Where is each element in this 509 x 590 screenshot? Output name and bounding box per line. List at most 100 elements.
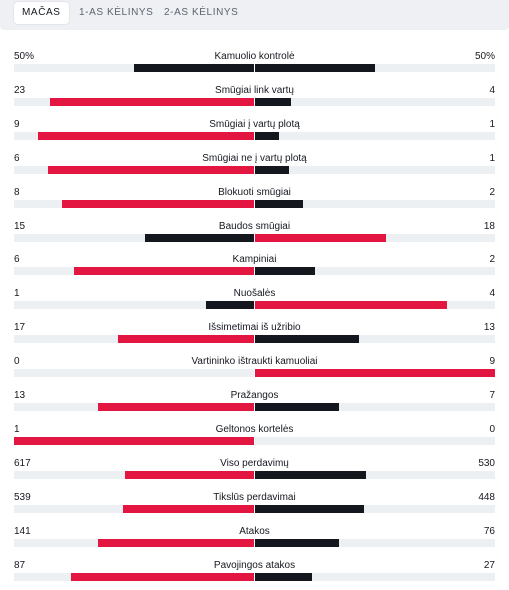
away-bar-fill: [255, 267, 315, 276]
stat-row: 617 Viso perdavimų 530: [14, 458, 495, 482]
stat-home-value: 141: [14, 525, 31, 537]
away-bar-track: [255, 165, 495, 174]
stat-home-value: 539: [14, 491, 31, 503]
away-bar-track: [255, 572, 495, 581]
stat-home-value: 9: [14, 118, 20, 130]
bar-divider: [254, 267, 255, 276]
stat-row: 50% Kamuolio kontrolė 50%: [14, 51, 495, 75]
stat-home-value: 23: [14, 84, 26, 96]
stat-away-value: 2: [489, 254, 495, 266]
stat-row: 17 Išsimetimai iš užribio 13: [14, 322, 495, 346]
bar-divider: [254, 470, 255, 479]
stat-row: 1 Geltonos kortelės 0: [14, 424, 495, 448]
home-bar-fill: [124, 470, 254, 479]
away-bar-track: [255, 233, 495, 242]
bar-divider: [254, 233, 255, 242]
stat-away-value: 1: [489, 118, 495, 130]
stat-home-value: 15: [14, 220, 26, 232]
stat-name: Geltonos kortelės: [215, 423, 294, 435]
away-bar-track: [255, 97, 495, 106]
tab-second-half[interactable]: 2-as kėlinys: [164, 7, 239, 18]
away-bar-fill: [255, 97, 291, 106]
home-bar-track: [14, 403, 254, 411]
stat-name: Viso perdavimų: [220, 457, 289, 469]
home-bar-fill: [98, 403, 254, 411]
home-bar-fill: [62, 199, 254, 208]
home-bar-fill: [70, 572, 254, 581]
stat-home-value: 8: [14, 186, 20, 198]
home-bar-track: [14, 301, 254, 310]
stat-row: 23 Smūgiai link vartų 4: [14, 85, 495, 109]
away-bar-track: [255, 403, 495, 411]
bar-divider: [254, 97, 255, 106]
stat-name: Atakos: [239, 525, 270, 537]
stat-name: Pražangos: [230, 390, 279, 401]
stat-away-value: 4: [489, 288, 495, 300]
away-bar-fill: [255, 403, 339, 411]
stat-row: 9 Smūgiai į vartų plotą 1: [14, 119, 495, 143]
stat-away-value: 9: [489, 356, 495, 368]
stat-row: 539 Tikslūs perdavimai 448: [14, 492, 495, 516]
home-bar-track: [14, 97, 254, 106]
home-bar-track: [14, 267, 254, 276]
home-bar-fill: [49, 97, 254, 106]
home-bar-fill: [118, 335, 254, 344]
stat-row: 0 Vartininko ištraukti kamuoliai 9: [14, 356, 495, 380]
home-bar-fill: [144, 233, 254, 242]
stat-away-value: 50%: [474, 51, 495, 62]
away-bar-fill: [255, 64, 375, 72]
stat-away-value: 18: [483, 220, 495, 232]
stat-away-value: 4: [489, 84, 495, 96]
stat-name: Vartininko ištraukti kamuoliai: [191, 356, 318, 368]
stat-name: Pavojingos atakos: [213, 559, 296, 571]
bar-divider: [254, 165, 255, 174]
period-tabbar: Mačas 1-as kėlinys 2-as kėlinys: [0, 0, 509, 30]
stat-name: Kamuolio kontrolė: [214, 51, 295, 62]
home-bar-track: [14, 538, 254, 547]
away-bar-fill: [255, 301, 447, 310]
stat-away-value: 2: [489, 186, 495, 198]
bar-divider: [254, 369, 255, 378]
stat-away-value: 0: [489, 423, 495, 435]
away-bar-fill: [255, 165, 290, 174]
stat-home-value: 1: [14, 288, 20, 300]
stat-name: Smūgiai link vartų: [215, 84, 294, 96]
bar-divider: [254, 335, 255, 344]
stat-away-value: 76: [483, 525, 495, 537]
home-bar-fill: [206, 301, 254, 310]
tab-first-half[interactable]: 1-as kėlinys: [79, 7, 154, 18]
bar-divider: [254, 199, 255, 208]
stat-home-value: 0: [14, 356, 20, 368]
home-bar-fill: [98, 538, 254, 547]
stat-row: 15 Baudos smūgiai 18: [14, 221, 495, 245]
stat-home-value: 87: [14, 559, 26, 571]
home-bar-fill: [134, 64, 254, 72]
stat-row: 13 Pražangos 7: [14, 390, 495, 414]
home-bar-track: [14, 504, 254, 513]
stat-name: Išsimetimai iš užribio: [208, 322, 301, 334]
stat-name: Baudos smūgiai: [218, 220, 291, 232]
stat-home-value: 17: [14, 322, 26, 334]
home-bar-track: [14, 335, 254, 344]
stat-name: Smūgiai į vartų plotą: [209, 118, 300, 130]
stat-row: 8 Blokuoti smūgiai 2: [14, 187, 495, 211]
stat-row: 141 Atakos 76: [14, 526, 495, 550]
bar-divider: [254, 64, 255, 72]
home-bar-track: [14, 64, 254, 72]
away-bar-track: [255, 470, 495, 479]
stat-away-value: 1: [489, 152, 495, 164]
home-bar-fill: [14, 436, 254, 445]
tab-match[interactable]: Mačas: [14, 2, 69, 24]
bar-divider: [254, 301, 255, 310]
away-bar-track: [255, 504, 495, 513]
home-bar-track: [14, 199, 254, 208]
home-bar-track: [14, 470, 254, 479]
bar-divider: [254, 572, 255, 581]
home-bar-track: [14, 131, 254, 140]
stat-home-value: 617: [14, 457, 31, 469]
away-bar-fill: [255, 369, 495, 378]
away-bar-track: [255, 436, 495, 445]
stat-row: 6 Kampiniai 2: [14, 254, 495, 278]
stat-row: 87 Pavojingos atakos 27: [14, 560, 495, 584]
